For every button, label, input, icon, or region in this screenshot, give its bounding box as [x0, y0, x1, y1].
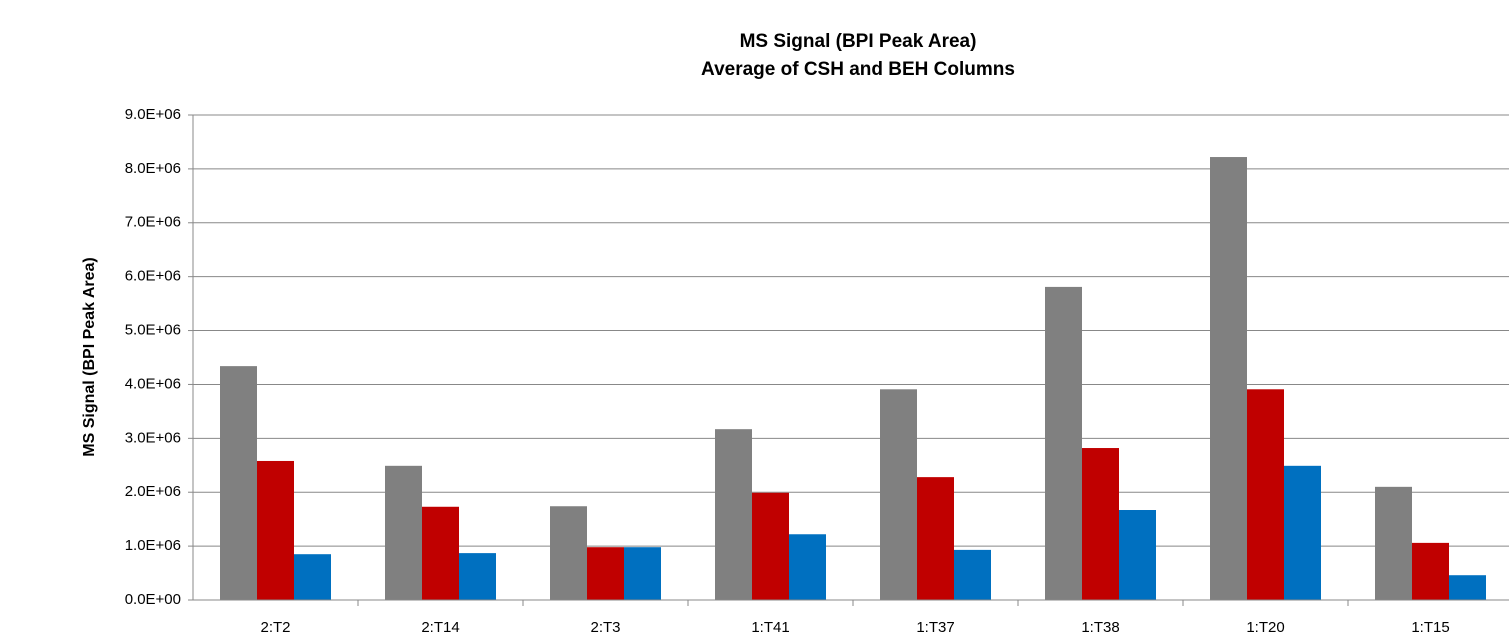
y-tick-label: 4.0E+06: [125, 375, 181, 392]
x-tick-label: 1:T41: [751, 619, 789, 636]
bar: [1284, 465, 1321, 600]
y-axis-title: MS Signal (BPI Peak Area): [81, 257, 98, 456]
y-tick-label: 5.0E+06: [125, 322, 181, 339]
bar: [220, 366, 257, 600]
chart-title: MS Signal (BPI Peak Area): [740, 31, 977, 52]
bar: [1045, 286, 1082, 600]
x-tick-label: 1:T20: [1246, 619, 1284, 636]
bar: [789, 534, 826, 600]
y-tick-label: 0.0E+00: [125, 591, 181, 608]
x-tick-label: 1:T15: [1411, 619, 1449, 636]
chart-subtitle: Average of CSH and BEH Columns: [701, 59, 1015, 80]
bar: [1247, 389, 1284, 600]
bar: [257, 460, 294, 600]
bar: [715, 429, 752, 600]
bar: [1119, 510, 1156, 600]
x-tick-label: 1:T38: [1081, 619, 1119, 636]
x-tick-label: 2:T3: [590, 619, 620, 636]
y-tick-label: 2.0E+06: [125, 483, 181, 500]
y-tick-label: 3.0E+06: [125, 429, 181, 446]
y-tick-label: 6.0E+06: [125, 268, 181, 285]
bar: [385, 465, 422, 600]
bar: [1210, 157, 1247, 601]
bar: [459, 553, 496, 600]
bar: [1449, 575, 1486, 600]
bar: [1412, 542, 1449, 600]
x-tick-label: 2:T2: [260, 619, 290, 636]
bar: [917, 477, 954, 600]
y-tick-label: 9.0E+06: [125, 106, 181, 123]
bar: [1082, 448, 1119, 600]
y-tick-label: 8.0E+06: [125, 160, 181, 177]
bar: [422, 506, 459, 600]
bar: [752, 492, 789, 600]
bar: [880, 389, 917, 600]
bar: [550, 506, 587, 600]
bar: [294, 554, 331, 600]
bar: [587, 547, 624, 600]
bar: [954, 549, 991, 600]
bar: [624, 547, 661, 600]
bar: [1375, 486, 1412, 600]
y-tick-label: 1.0E+06: [125, 537, 181, 554]
x-tick-label: 1:T37: [916, 619, 954, 636]
y-tick-label: 7.0E+06: [125, 214, 181, 231]
x-tick-label: 2:T14: [421, 619, 459, 636]
